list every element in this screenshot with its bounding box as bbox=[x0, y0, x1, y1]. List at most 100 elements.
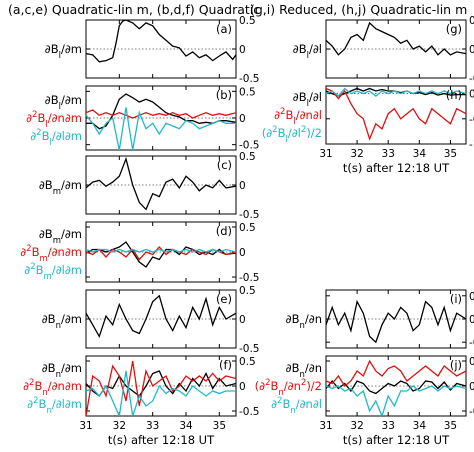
y-axis-label: ∂2Bl/∂n∂m bbox=[26, 110, 82, 130]
x-axis-label: t(s) after 12:18 UT bbox=[108, 433, 215, 447]
y-axis-label: ∂Bl/∂l bbox=[293, 42, 322, 61]
y-tick-label: 0 bbox=[239, 247, 246, 259]
series-line-j-1 bbox=[326, 359, 466, 387]
panel-f: -0.5 0 0.5 31 32 33 34 35t(s) after 12:18 UT (f)… bbox=[23, 355, 260, 447]
y-axis-label: ∂2Bn/∂n∂l bbox=[271, 396, 322, 416]
series-line-e-0 bbox=[86, 294, 236, 338]
y-tick-label: 0.5 bbox=[239, 86, 256, 98]
y-axis-label: ∂2Bm/∂l∂m bbox=[24, 262, 82, 282]
panel-i: -0.2 0 0.2 (i) ∂Bn/∂n bbox=[286, 289, 474, 349]
series-line-j-0 bbox=[326, 379, 466, 395]
panel-a: -0.5 0 0.5 (a) ∂Bl/∂m bbox=[45, 15, 260, 85]
series-line-a-0 bbox=[86, 20, 236, 63]
panel-e: -0.5 0 0.5 (e) ∂Bn/∂m bbox=[42, 285, 260, 355]
y-axis-label: ∂Bl/∂m bbox=[45, 93, 82, 112]
y-tick-label: -0.5 bbox=[239, 209, 260, 221]
series-line-f-1 bbox=[86, 360, 236, 416]
x-tick-label: 31 bbox=[319, 420, 332, 432]
y-axis-label: ∂2Bl/∂l∂m bbox=[30, 128, 82, 148]
y-tick-label: 0 bbox=[469, 314, 474, 326]
x-tick-label: 31 bbox=[319, 148, 332, 160]
y-axis-label: (∂2Bl/∂l2)/2 bbox=[262, 125, 322, 145]
series-line-d-1 bbox=[86, 246, 236, 261]
y-axis-label: ∂2Bm/∂n∂m bbox=[20, 244, 82, 264]
y-tick-label: 0 bbox=[239, 113, 246, 125]
panel-g: -0.5 0 0.5 (g) ∂Bl/∂l bbox=[293, 15, 474, 85]
y-tick-label: 0 bbox=[469, 89, 474, 101]
x-tick-label: 32 bbox=[113, 420, 126, 432]
panel-label: (i) bbox=[450, 292, 462, 306]
x-tick-label: 32 bbox=[350, 148, 363, 160]
series-line-j-2 bbox=[326, 385, 466, 416]
y-tick-label: 0 bbox=[239, 314, 246, 326]
series-line-d-2 bbox=[86, 248, 236, 253]
series-line-i-0 bbox=[326, 299, 466, 344]
y-tick-label: 0.5 bbox=[239, 222, 256, 234]
y-tick-label: 0 bbox=[469, 381, 474, 393]
y-tick-label: -0.5 bbox=[239, 272, 260, 284]
panel-frame bbox=[325, 85, 467, 145]
series-line-b-2 bbox=[86, 107, 236, 150]
panel-label: (b) bbox=[216, 88, 232, 102]
panel-c: -0.5 0 0.5 (c) ∂Bm/∂m bbox=[39, 151, 260, 221]
y-tick-label: -0.5 bbox=[469, 114, 474, 126]
x-tick-label: 34 bbox=[179, 420, 193, 432]
y-tick-label: 0.5 bbox=[239, 285, 256, 297]
y-tick-label: 0 bbox=[239, 381, 246, 393]
panel-label: (a) bbox=[216, 22, 232, 36]
y-tick-label: -0.5 bbox=[239, 406, 260, 418]
y-tick-label: -0.2 bbox=[469, 337, 474, 349]
left-column-title: (a,c,e) Quadratic-lin m, (b,d,f) Quadrat… bbox=[8, 2, 260, 17]
panel-j: -0.5 0 0.5 31 32 33 34 35t(s) after 12:18 UT (j)… bbox=[255, 355, 474, 447]
x-tick-label: 35 bbox=[444, 148, 457, 160]
y-tick-label: -0.5 bbox=[469, 73, 474, 85]
x-tick-label: 33 bbox=[146, 420, 159, 432]
x-tick-label: 33 bbox=[382, 420, 395, 432]
panel-label: (e) bbox=[216, 292, 232, 306]
y-axis-label: ∂Bl/∂m bbox=[45, 42, 82, 61]
right-column-title: (g,i) Reduced, (h,j) Quadratic-lin m bbox=[250, 2, 467, 17]
y-tick-label: 0.5 bbox=[239, 356, 256, 368]
y-tick-label: -1 bbox=[469, 139, 474, 151]
y-axis-label: ∂Bm/∂m bbox=[39, 178, 82, 197]
y-axis-label: ∂Bm/∂m bbox=[39, 227, 82, 246]
panel-b: -0.5 0 0.5 (b) ∂Bl/∂m∂2Bl/∂n∂m∂2Bl/∂l∂m bbox=[26, 85, 260, 152]
series-line-c-0 bbox=[86, 156, 236, 211]
y-tick-label: 0 bbox=[469, 44, 474, 56]
y-axis-label: ∂Bl/∂l bbox=[293, 90, 322, 109]
x-tick-label: 33 bbox=[382, 148, 395, 160]
series-line-f-2 bbox=[86, 370, 236, 416]
y-tick-label: 0.5 bbox=[469, 15, 474, 27]
y-tick-label: 0 bbox=[239, 44, 246, 56]
panel-label: (h) bbox=[446, 88, 462, 102]
panel-label: (d) bbox=[216, 224, 232, 238]
y-tick-label: 0 bbox=[239, 180, 246, 192]
y-axis-label: ∂Bn/∂m bbox=[42, 361, 82, 380]
y-axis-label: ∂2Bn/∂l∂m bbox=[27, 396, 82, 416]
y-axis-label: ∂Bn/∂n bbox=[286, 312, 322, 331]
y-tick-label: 0.5 bbox=[469, 356, 474, 368]
panel-label: (f) bbox=[219, 358, 232, 372]
panel-label: (c) bbox=[217, 158, 232, 172]
panel-label: (j) bbox=[450, 358, 462, 372]
y-tick-label: -0.5 bbox=[239, 73, 260, 85]
x-axis-label: t(s) after 12:18 UT bbox=[343, 161, 450, 175]
panel-h: 0 -0.5 -1 31 32 33 34 35t(s) after 12:18 UT (h) ∂… bbox=[262, 85, 474, 175]
y-tick-label: -0.5 bbox=[239, 343, 260, 355]
x-tick-label: 34 bbox=[413, 420, 427, 432]
series-line-h-2 bbox=[326, 87, 466, 98]
y-tick-label: -0.5 bbox=[239, 140, 260, 152]
y-axis-label: (∂2Bn/∂n2)/2 bbox=[255, 378, 322, 398]
x-tick-label: 35 bbox=[213, 420, 226, 432]
x-axis-label: t(s) after 12:18 UT bbox=[343, 433, 450, 447]
y-tick-label: 0.5 bbox=[239, 15, 256, 27]
y-tick-label: -0.5 bbox=[469, 406, 474, 418]
y-tick-label: 0.2 bbox=[469, 291, 474, 303]
y-axis-label: ∂2Bl/∂n∂l bbox=[274, 107, 322, 127]
y-axis-label: ∂Bn/∂n bbox=[286, 361, 322, 380]
panels: -0.500.5(a)∂Bl/∂m-0.500.5(b)∂Bl/∂m∂2Bl/∂… bbox=[20, 15, 474, 447]
y-axis-label: ∂2Bn/∂n∂m bbox=[23, 378, 82, 398]
x-tick-label: 32 bbox=[350, 420, 363, 432]
series-line-g-0 bbox=[326, 21, 466, 56]
